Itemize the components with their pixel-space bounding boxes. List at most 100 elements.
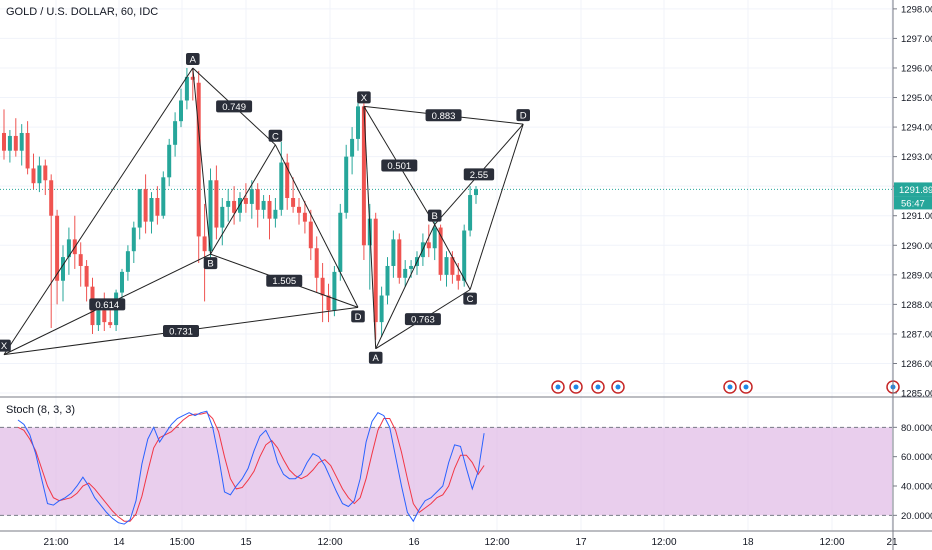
candle-body[interactable] <box>261 200 266 210</box>
pattern-ratio-label[interactable]: 0.731 <box>163 324 199 338</box>
candle-body[interactable] <box>37 165 42 184</box>
pattern-ratio-label[interactable]: 2.55 <box>463 168 495 181</box>
pattern-point-x[interactable]: X <box>357 91 371 104</box>
candle-body[interactable] <box>373 218 378 323</box>
candle-body[interactable] <box>179 100 183 122</box>
candle-body[interactable] <box>167 144 172 178</box>
candle-body[interactable] <box>84 265 89 287</box>
pattern-point-c-text: C <box>272 131 279 142</box>
candle-body[interactable] <box>462 230 467 281</box>
candle-body[interactable] <box>391 239 396 266</box>
pattern-point-c[interactable]: C <box>463 292 477 306</box>
candle-body[interactable] <box>438 227 443 275</box>
pattern-ratio-label[interactable]: 1.505 <box>266 274 303 288</box>
candle-body[interactable] <box>344 156 349 213</box>
candle-body[interactable] <box>320 277 325 296</box>
candle-body[interactable] <box>7 135 12 151</box>
candle-body[interactable] <box>326 295 331 311</box>
candle-body[interactable] <box>468 195 473 231</box>
candle-body[interactable] <box>61 257 65 281</box>
candle-body[interactable] <box>255 189 260 210</box>
pattern-line <box>434 224 471 290</box>
candle-body[interactable] <box>149 198 154 222</box>
candle-body[interactable] <box>2 132 6 151</box>
candle-body[interactable] <box>444 257 449 275</box>
candle-body[interactable] <box>220 206 225 228</box>
candle-body[interactable] <box>243 198 248 204</box>
candle-body[interactable] <box>202 236 207 252</box>
candle-body[interactable] <box>55 215 60 281</box>
candle-body[interactable] <box>66 239 71 258</box>
price-pane[interactable]: X A B C D 0.614 0.749 1.505 0.731 X A B C D 0.501 0.763… <box>0 52 900 394</box>
candle-body[interactable] <box>332 271 337 311</box>
candle-body[interactable] <box>125 251 130 272</box>
candle-body[interactable] <box>397 239 402 278</box>
candle-body[interactable] <box>137 189 142 228</box>
pattern-ratio-label-bg <box>425 109 462 122</box>
candle-body[interactable] <box>285 162 290 198</box>
candle-body[interactable] <box>385 265 390 296</box>
pattern-point-a[interactable]: A <box>368 351 383 365</box>
candle-body[interactable] <box>314 248 319 278</box>
pattern-ratio-label[interactable]: 0.501 <box>381 159 418 172</box>
candle-body[interactable] <box>143 189 148 222</box>
candle-body[interactable] <box>403 268 408 278</box>
candle-body[interactable] <box>450 257 455 275</box>
candle-body[interactable] <box>297 206 301 213</box>
candle-body[interactable] <box>308 221 313 249</box>
pattern-ratio-label[interactable]: 0.763 <box>404 313 441 326</box>
candle-body[interactable] <box>291 198 296 207</box>
candle-body[interactable] <box>208 180 213 252</box>
candle-body[interactable] <box>49 180 54 216</box>
pattern-point-d[interactable]: D <box>351 310 365 323</box>
candle-body[interactable] <box>409 265 414 269</box>
candle-body[interactable] <box>279 162 284 210</box>
candle-body[interactable] <box>184 76 189 101</box>
candle-body[interactable] <box>13 135 18 151</box>
pattern-point-a-bg <box>186 52 200 65</box>
pattern-point-a-text: A <box>190 54 197 65</box>
candle-body[interactable] <box>432 227 437 249</box>
candle-body[interactable] <box>426 242 431 249</box>
candle-body[interactable] <box>338 212 343 272</box>
candle-body[interactable] <box>232 200 237 213</box>
pattern-point-b[interactable]: B <box>203 257 218 270</box>
pattern-ratio-label[interactable]: 0.614 <box>89 298 126 311</box>
pattern-point-c[interactable]: C <box>268 129 283 143</box>
candle-body[interactable] <box>25 132 30 169</box>
candle-body[interactable] <box>356 106 360 139</box>
candle-body[interactable] <box>302 212 307 222</box>
candle-body[interactable] <box>173 121 178 145</box>
candle-body[interactable] <box>196 82 201 237</box>
candle-body[interactable] <box>102 310 107 323</box>
candle-body[interactable] <box>96 310 101 326</box>
candle-body[interactable] <box>361 106 366 246</box>
candle-body[interactable] <box>214 180 219 228</box>
pattern-point-x[interactable]: X <box>0 339 11 353</box>
candle-body[interactable] <box>350 138 355 157</box>
candle-body[interactable] <box>267 200 272 219</box>
candle-body[interactable] <box>379 295 384 323</box>
candle-body[interactable] <box>155 198 160 216</box>
candle-body[interactable] <box>31 168 36 184</box>
candle-body[interactable] <box>161 177 166 216</box>
candle-body[interactable] <box>190 76 195 80</box>
candle-body[interactable] <box>474 189 478 196</box>
candle-body[interactable] <box>78 254 83 266</box>
pattern-ratio-label[interactable]: 0.883 <box>425 109 462 122</box>
stoch-pane[interactable] <box>0 410 892 525</box>
candle-body[interactable] <box>120 271 124 293</box>
pattern-ratio-label[interactable]: 0.749 <box>216 100 253 113</box>
candle-body[interactable] <box>108 322 113 326</box>
candle-body[interactable] <box>456 274 461 281</box>
candle-body[interactable] <box>226 200 231 207</box>
pattern-point-d[interactable]: D <box>516 109 530 122</box>
candle-body[interactable] <box>249 189 254 204</box>
pattern-point-b[interactable]: B <box>427 209 442 223</box>
candle-body[interactable] <box>19 132 24 151</box>
candle-body[interactable] <box>43 165 48 181</box>
pattern-point-a[interactable]: A <box>186 52 200 66</box>
candle-body[interactable] <box>131 227 136 252</box>
candle-body[interactable] <box>273 209 278 219</box>
